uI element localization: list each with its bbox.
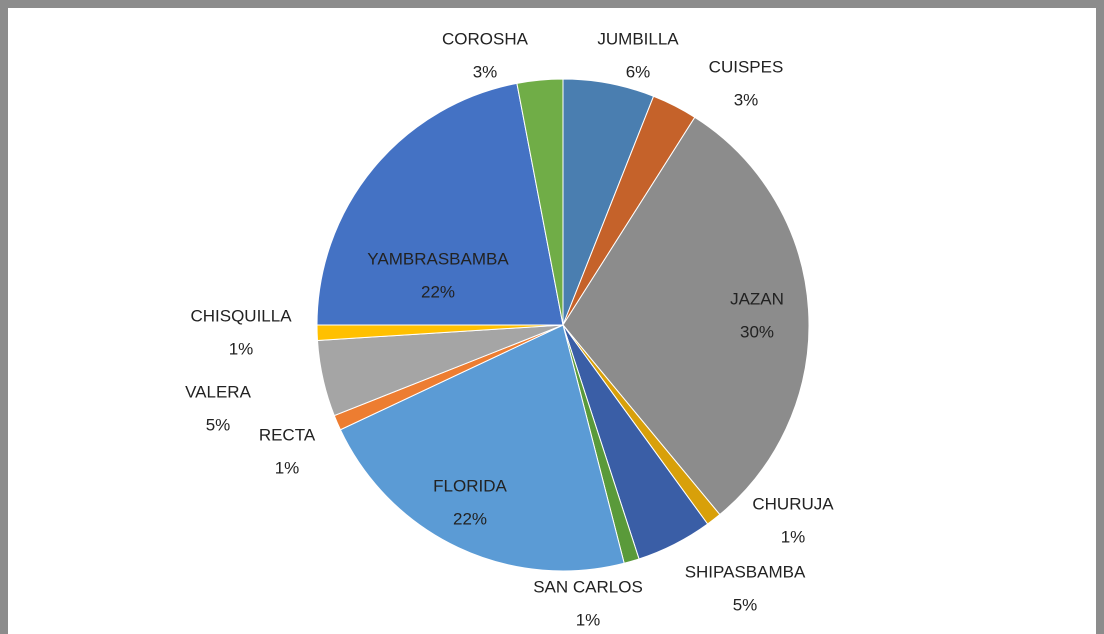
pie-slice	[316, 82, 564, 326]
pie-slice	[516, 78, 564, 326]
data-label-value: 22%	[421, 282, 455, 301]
pie-slice	[562, 116, 810, 516]
data-label-name: FLORIDA	[433, 476, 507, 495]
data-label-value: 1%	[275, 458, 300, 477]
data-label-name: RECTA	[259, 425, 316, 444]
data-label-value: 22%	[453, 509, 487, 528]
data-label-name: COROSHA	[442, 29, 529, 48]
data-label-value: 30%	[740, 322, 774, 341]
data-label-name: CUISPES	[709, 57, 784, 76]
pie-slice	[339, 324, 625, 572]
data-label-value: 3%	[473, 62, 498, 81]
data-label-name: SHIPASBAMBA	[685, 562, 806, 581]
data-label-value: 5%	[206, 415, 231, 434]
data-label-value: 6%	[626, 62, 651, 81]
data-label-name: CHURUJA	[752, 494, 834, 513]
data-label-value: 1%	[781, 527, 806, 546]
data-label-name: JAZAN	[730, 289, 784, 308]
data-label-name: JUMBILLA	[597, 29, 679, 48]
data-label-name: SAN CARLOS	[533, 577, 643, 596]
data-label-value: 3%	[734, 90, 759, 109]
data-label-name: VALERA	[185, 382, 251, 401]
data-label-value: 1%	[576, 610, 601, 629]
data-label-value: 1%	[229, 339, 254, 358]
data-label-value: 5%	[733, 595, 758, 614]
data-label-name: YAMBRASBAMBA	[367, 249, 509, 268]
data-label-name: CHISQUILLA	[190, 306, 292, 325]
